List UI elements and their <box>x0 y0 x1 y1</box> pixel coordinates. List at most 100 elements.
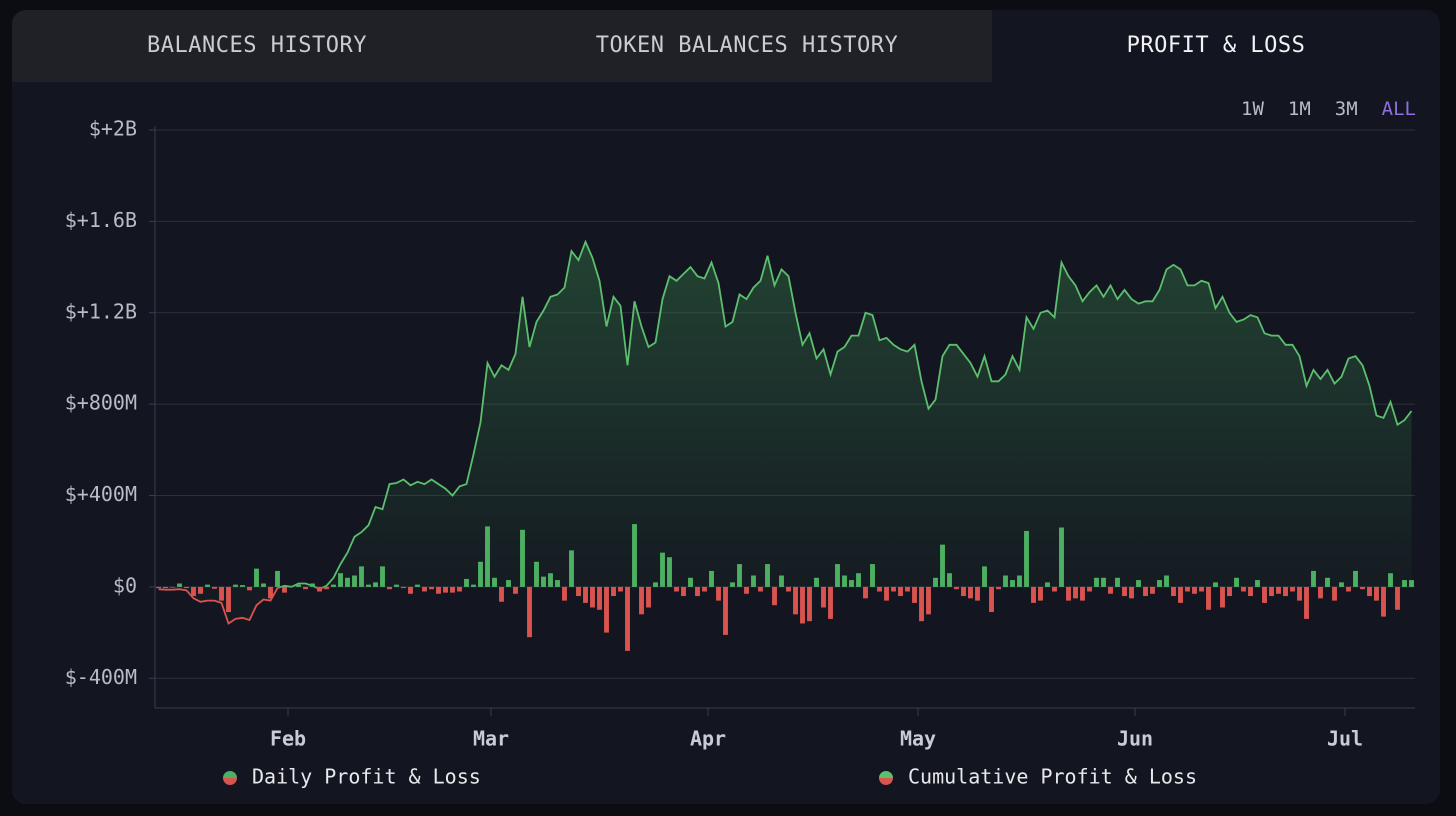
bar <box>205 584 210 587</box>
bar <box>541 576 546 587</box>
range-button[interactable]: 1M <box>1287 98 1311 120</box>
y-tick-label: $+1.6B <box>65 208 137 232</box>
bar <box>261 583 266 587</box>
bar <box>1108 586 1113 594</box>
range-button[interactable]: 1W <box>1241 98 1264 120</box>
bar <box>1171 586 1176 597</box>
bar <box>660 552 665 587</box>
tab[interactable]: PROFIT & LOSS <box>992 10 1440 82</box>
x-tick-label: Mar <box>473 727 509 751</box>
bar <box>870 564 875 587</box>
bar <box>296 584 301 587</box>
bar <box>1122 586 1127 597</box>
bar <box>492 577 497 587</box>
bar <box>1234 577 1239 587</box>
bar <box>723 586 728 635</box>
bar <box>1010 580 1015 587</box>
bar <box>1038 586 1043 601</box>
bar <box>1318 586 1323 599</box>
bar <box>583 586 588 603</box>
bar <box>170 586 175 588</box>
bar <box>758 586 763 592</box>
bar <box>751 575 756 587</box>
bar <box>730 582 735 587</box>
bar <box>1045 582 1050 587</box>
bar <box>359 566 364 587</box>
bar <box>793 586 798 615</box>
tab[interactable]: TOKEN BALANCES HISTORY <box>502 10 992 82</box>
bar <box>1339 582 1344 587</box>
bar <box>982 566 987 587</box>
bar <box>933 577 938 587</box>
bar <box>1136 580 1141 587</box>
bar <box>891 586 896 592</box>
bar <box>814 577 819 587</box>
bar <box>695 586 700 597</box>
bar <box>1101 577 1106 587</box>
bar <box>198 586 203 594</box>
area <box>158 241 1412 624</box>
x-tick-label: Jun <box>1117 727 1153 751</box>
bar <box>1003 575 1008 587</box>
bar <box>947 573 952 587</box>
bar <box>471 584 476 587</box>
bar <box>1227 586 1232 597</box>
range-button[interactable]: 3M <box>1334 98 1358 120</box>
bar <box>968 586 973 599</box>
bar <box>387 586 392 590</box>
bar <box>1157 580 1162 587</box>
bar <box>1052 586 1057 592</box>
bar <box>1304 586 1309 619</box>
y-tick-label: $-400M <box>65 665 137 689</box>
bar <box>842 575 847 587</box>
bar <box>1024 530 1029 587</box>
bar <box>765 564 770 587</box>
bar <box>1395 586 1400 610</box>
bar <box>898 586 903 597</box>
bar <box>191 586 196 597</box>
bar <box>646 586 651 608</box>
bar <box>506 580 511 587</box>
bar <box>1073 586 1078 599</box>
legend-label: Daily Profit & Loss <box>252 765 481 789</box>
bar <box>1332 586 1337 601</box>
bar <box>639 586 644 615</box>
tab[interactable]: BALANCES HISTORY <box>12 10 502 82</box>
bar <box>457 586 462 592</box>
bar <box>282 586 287 593</box>
bar <box>1178 586 1183 603</box>
bar <box>1353 570 1358 587</box>
bar <box>562 586 567 601</box>
x-tick-label: Jul <box>1327 727 1363 751</box>
bar <box>618 586 623 592</box>
bar <box>569 550 574 587</box>
bar <box>345 577 350 587</box>
range-button[interactable]: ALL <box>1381 98 1416 120</box>
bar <box>800 586 805 624</box>
bar <box>247 586 252 591</box>
y-tick-label: $0 <box>113 573 137 597</box>
bar <box>394 584 399 587</box>
bar <box>1017 575 1022 587</box>
bar <box>625 586 630 651</box>
bar <box>996 586 1001 590</box>
bar <box>632 524 637 587</box>
bar <box>926 586 931 615</box>
bar <box>1031 586 1036 603</box>
bar <box>779 575 784 587</box>
legend-swatch <box>223 771 237 778</box>
bar <box>709 570 714 587</box>
bar <box>324 586 329 590</box>
legend-swatch <box>879 771 893 778</box>
bar <box>1220 586 1225 608</box>
bar <box>590 586 595 608</box>
bar <box>744 586 749 594</box>
bar <box>688 577 693 587</box>
bar <box>450 586 455 593</box>
bar <box>373 582 378 587</box>
bar <box>828 586 833 619</box>
bar <box>1143 586 1148 597</box>
bar <box>1199 586 1204 592</box>
bar <box>702 586 707 592</box>
bar <box>520 529 525 587</box>
